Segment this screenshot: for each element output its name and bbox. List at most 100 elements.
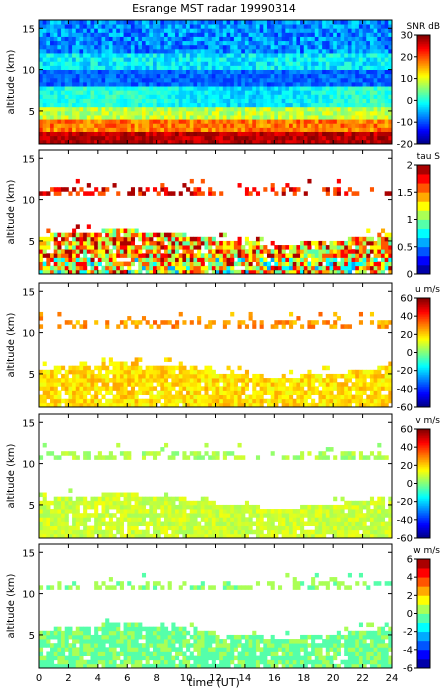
- heatmap-cell: [208, 320, 213, 325]
- heatmap-cell: [266, 73, 272, 79]
- heatmap-cell: [193, 382, 198, 387]
- heatmap-cell: [300, 32, 305, 37]
- colorbar-segment: [417, 79, 430, 82]
- heatmap-cell: [369, 249, 375, 254]
- heatmap-cell: [336, 123, 341, 128]
- heatmap-cell: [266, 53, 272, 58]
- heatmap-cell: [123, 135, 128, 141]
- heatmap-cell: [46, 131, 51, 137]
- heatmap-cell: [46, 402, 51, 408]
- heatmap-cell: [42, 253, 47, 258]
- heatmap-cell: [300, 265, 305, 271]
- heatmap-cell: [336, 253, 341, 258]
- heatmap-cell: [68, 257, 73, 262]
- heatmap-cell: [347, 402, 352, 408]
- heatmap-cell: [39, 110, 44, 116]
- heatmap-cell: [68, 115, 73, 120]
- heatmap-cell: [380, 86, 386, 91]
- heatmap-cell: [373, 82, 378, 87]
- heatmap-cell: [167, 135, 172, 141]
- heatmap-cell: [366, 373, 371, 379]
- heatmap-cell: [215, 48, 220, 54]
- heatmap-cell: [90, 382, 95, 387]
- heatmap-cell: [83, 123, 88, 128]
- heatmap-cell: [303, 127, 308, 132]
- heatmap-cell: [369, 390, 375, 395]
- heatmap-cell: [156, 86, 161, 91]
- heatmap-cell: [145, 98, 150, 104]
- heatmap-cell: [83, 382, 88, 387]
- heatmap-cell: [211, 65, 216, 70]
- heatmap-cell: [325, 135, 330, 141]
- heatmap-cell: [259, 320, 264, 325]
- heatmap-cell: [211, 249, 216, 254]
- heatmap-cell: [79, 232, 84, 238]
- heatmap-cell: [318, 82, 323, 87]
- heatmap-cell: [208, 261, 213, 267]
- heatmap-cell: [329, 73, 334, 79]
- heatmap-cell: [108, 139, 113, 145]
- heatmap-cell: [329, 115, 334, 120]
- heatmap-cell: [230, 240, 235, 246]
- heatmap-cell: [270, 77, 275, 83]
- heatmap-cell: [57, 311, 62, 317]
- heatmap-cell: [384, 36, 389, 42]
- heatmap-cell: [289, 324, 294, 329]
- heatmap-cell: [289, 98, 294, 104]
- heatmap-cell: [90, 398, 95, 404]
- heatmap-cell: [307, 261, 312, 267]
- heatmap-cell: [101, 69, 106, 75]
- heatmap-cell: [39, 86, 44, 91]
- heatmap-cell: [355, 94, 360, 99]
- heatmap-cell: [263, 386, 268, 391]
- heatmap-cell: [255, 261, 261, 267]
- heatmap-cell: [90, 139, 95, 145]
- heatmap-cell: [86, 269, 91, 275]
- heatmap-cell: [68, 139, 73, 145]
- heatmap-cell: [171, 402, 176, 408]
- heatmap-cell: [127, 253, 132, 258]
- heatmap-cell: [68, 48, 73, 54]
- heatmap-cell: [164, 365, 169, 371]
- heatmap-cell: [215, 115, 220, 120]
- heatmap-cell: [307, 40, 312, 46]
- heatmap-cell: [175, 253, 180, 258]
- heatmap-cell: [193, 187, 198, 192]
- heatmap-cell: [164, 236, 169, 242]
- heatmap-cell: [311, 32, 316, 37]
- heatmap-cell: [186, 402, 191, 408]
- heatmap-cell: [329, 40, 334, 46]
- heatmap-cell: [50, 24, 55, 29]
- heatmap-cell: [112, 73, 117, 79]
- heatmap-cell: [318, 398, 323, 404]
- heatmap-cell: [134, 135, 139, 141]
- y-tick-label: 5: [29, 237, 35, 248]
- heatmap-cell: [145, 249, 150, 254]
- heatmap-cell: [388, 32, 393, 37]
- heatmap-cell: [94, 61, 99, 66]
- heatmap-cell: [358, 373, 363, 379]
- heatmap-cell: [94, 65, 99, 70]
- heatmap-cell: [278, 269, 283, 275]
- heatmap-cell: [53, 191, 58, 196]
- heatmap-cell: [351, 82, 356, 87]
- heatmap-cell: [57, 269, 62, 275]
- heatmap-cell: [101, 53, 106, 58]
- heatmap-cell: [211, 86, 216, 91]
- heatmap-cell: [355, 106, 360, 112]
- heatmap-cell: [289, 245, 294, 250]
- heatmap-cell: [233, 119, 238, 124]
- heatmap-cell: [274, 127, 279, 132]
- heatmap-cell: [336, 402, 341, 408]
- heatmap-cell: [200, 65, 205, 70]
- heatmap-cell: [130, 73, 136, 79]
- heatmap-cell: [75, 40, 80, 46]
- heatmap-cell: [197, 106, 202, 112]
- heatmap-cell: [160, 94, 165, 99]
- heatmap-cell: [108, 127, 113, 132]
- heatmap-cell: [108, 20, 113, 25]
- heatmap-cell: [50, 253, 55, 258]
- heatmap-cell: [303, 69, 308, 75]
- heatmap-cell: [377, 36, 382, 42]
- heatmap-cell: [186, 86, 191, 91]
